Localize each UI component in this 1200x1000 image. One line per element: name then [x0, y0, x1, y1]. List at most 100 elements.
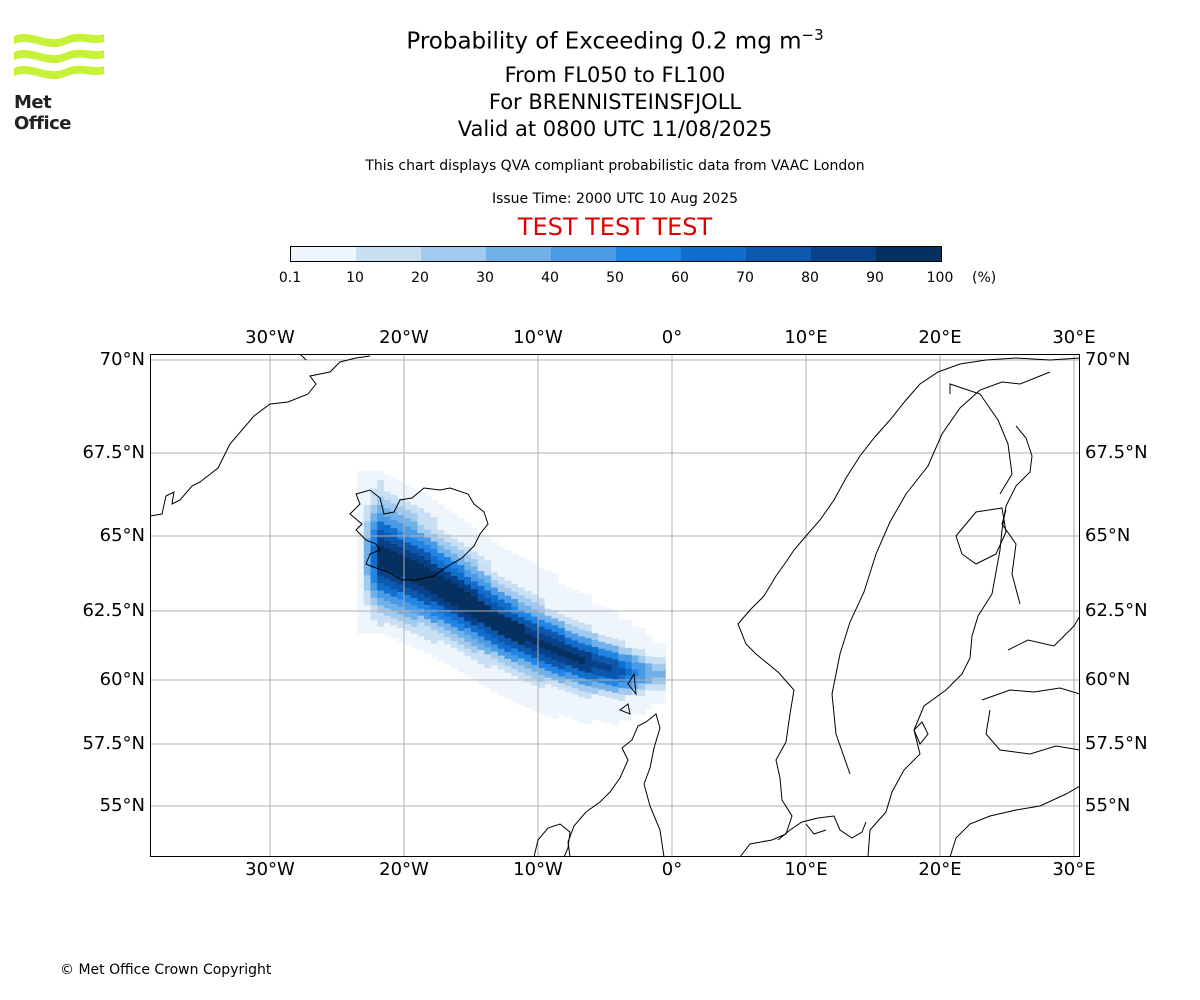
plume-cell: [571, 694, 579, 701]
plume-cell: [457, 609, 465, 618]
plume-cell: [564, 678, 572, 686]
plume-cell: [397, 627, 405, 635]
plume-cell: [430, 636, 438, 644]
plume-cell: [497, 627, 505, 635]
plume-cell: [484, 567, 492, 576]
plume-cell: [491, 549, 499, 558]
plume-cell: [598, 606, 606, 615]
colorbar-segment: [616, 247, 681, 261]
plume-cell: [410, 560, 418, 568]
plume-cell: [638, 634, 646, 643]
plume-cell: [517, 685, 526, 693]
plume-cell: [404, 557, 412, 565]
plume-cell: [591, 687, 599, 695]
plume-cell: [517, 671, 526, 680]
plume-cell: [517, 572, 526, 580]
plume-cell: [584, 651, 593, 659]
plume-cell: [598, 648, 606, 656]
plume-cell: [531, 664, 539, 672]
plume-cell: [531, 564, 539, 572]
plume-cell: [357, 582, 365, 591]
plume-cell: [497, 554, 505, 562]
plume-cell: [430, 650, 438, 658]
plume-cell: [645, 696, 653, 704]
plume-cell: [538, 612, 546, 620]
plume-cell: [390, 566, 398, 574]
plume-cell: [538, 582, 546, 591]
plume-cell: [517, 587, 526, 595]
plume-cell: [605, 663, 613, 672]
plume-cell: [471, 527, 479, 537]
plume-cell: [625, 661, 633, 669]
plume-cell: [424, 604, 432, 613]
plume-cell: [551, 596, 559, 604]
plume-cell: [357, 619, 365, 627]
plume-cell: [544, 578, 552, 586]
plume-cell: [397, 634, 405, 642]
latitude-label: 57.5°N: [82, 733, 145, 754]
plume-cell: [497, 561, 505, 570]
plume-cell: [450, 560, 459, 569]
plume-cell: [571, 706, 579, 714]
plume-cell: [497, 641, 505, 649]
plume-cell: [611, 685, 619, 693]
plume-cell: [444, 556, 452, 565]
plume-cell: [484, 612, 492, 620]
plume-cell: [424, 625, 432, 634]
plume-cell: [497, 620, 505, 629]
plume-cell: [571, 674, 579, 682]
plume-cell: [377, 590, 385, 598]
plume-cell: [450, 619, 459, 628]
plume-cell: [457, 526, 465, 535]
plume-cell: [424, 503, 432, 513]
plume-cell: [544, 615, 552, 623]
plume-cell: [471, 551, 479, 559]
plume-cell: [631, 654, 639, 663]
plume-cell: [370, 521, 378, 530]
plume-cell: [471, 673, 479, 681]
plume-cell: [517, 651, 526, 659]
plume-cell: [497, 546, 505, 555]
plume-cell: [511, 675, 519, 683]
plume-cell: [430, 516, 438, 526]
plume-cell: [477, 635, 485, 644]
plume-cell: [437, 521, 445, 530]
plume-cell: [558, 620, 566, 629]
plume-cell: [491, 637, 499, 645]
plume-cell: [584, 704, 593, 712]
plume-cell: [464, 606, 472, 615]
plume-cell: [437, 537, 445, 546]
plume-cell: [497, 668, 505, 677]
plume-cell: [558, 641, 566, 649]
plume-cell: [357, 612, 365, 620]
plume-cell: [511, 606, 519, 614]
plume-cell: [484, 545, 492, 553]
plume-cell: [430, 556, 438, 564]
plume-cell: [410, 590, 418, 598]
plume-cell: [524, 654, 532, 662]
plume-cell: [397, 569, 405, 577]
plume-cell: [437, 504, 445, 514]
plume-cell: [464, 634, 472, 642]
colorbar: [290, 246, 942, 262]
colorbar-segment: [551, 247, 616, 261]
longitude-label: 10°W: [513, 859, 563, 880]
plume-cell: [390, 581, 398, 589]
plume-cell: [477, 548, 485, 556]
plume-cell: [390, 536, 398, 544]
colorbar-segment: [421, 247, 486, 261]
denmark-coast: [777, 815, 867, 841]
plume-cell: [383, 570, 392, 579]
plume-cell: [618, 626, 626, 634]
plume-cell: [558, 627, 566, 635]
plume-cell: [578, 615, 586, 623]
plume-cell: [564, 651, 572, 659]
plume-cell: [531, 629, 539, 638]
plume-cell: [531, 622, 539, 631]
plume-cell: [551, 712, 559, 719]
plume-cell: [457, 651, 465, 659]
plume-cell: [477, 649, 485, 658]
plume-cell: [471, 536, 479, 544]
plume-cell: [363, 619, 371, 627]
plume-cell: [370, 560, 378, 568]
